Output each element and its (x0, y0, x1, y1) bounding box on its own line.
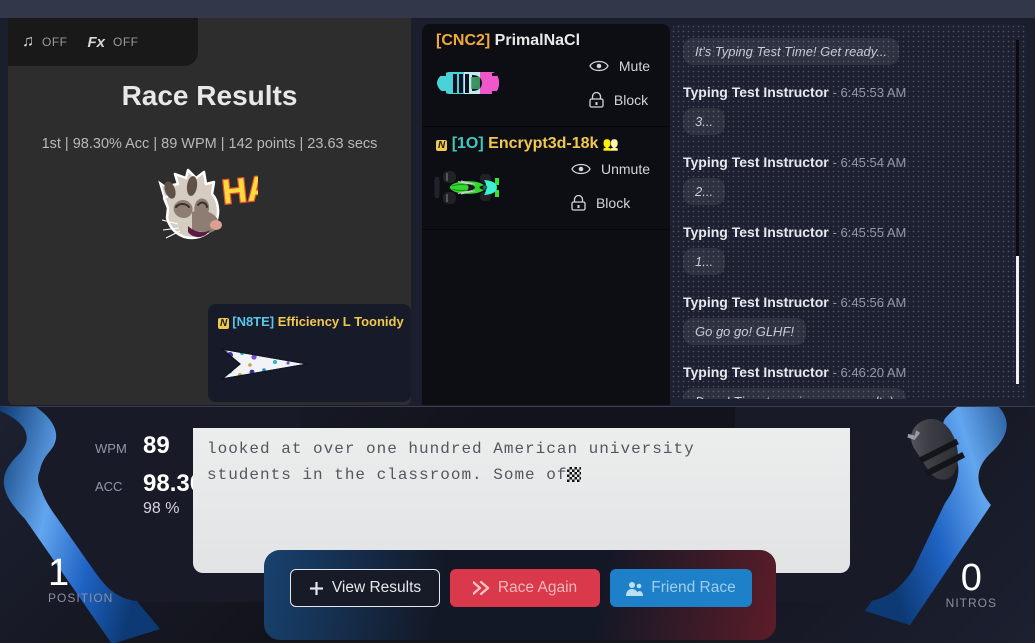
svg-text:HA: HA (220, 169, 258, 212)
